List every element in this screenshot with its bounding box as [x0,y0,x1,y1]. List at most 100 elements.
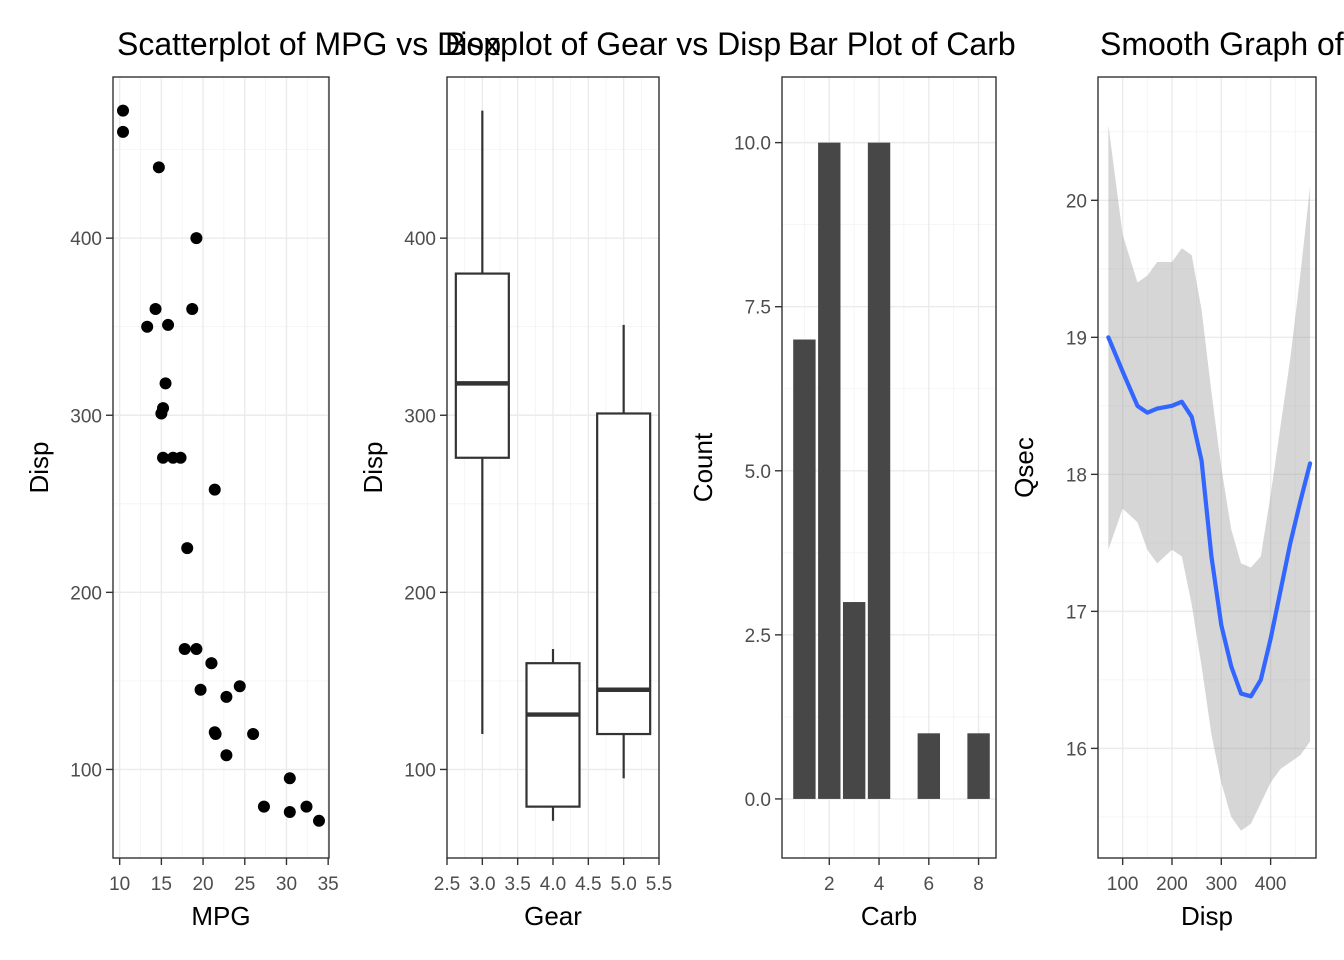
y-tick-label: 18 [1066,465,1087,486]
scatter-point [117,104,130,117]
x-axis-title: Disp [1181,901,1233,931]
x-tick-label: 8 [973,874,984,895]
panel-4: 100 200 300 400 16 17 18 19 20 Disp Qsec Smooth Gra… [1009,26,1344,931]
y-tick-label: 0.0 [745,790,771,811]
bar [967,733,990,799]
scatter-point [300,800,313,813]
y-axis-title: Disp [358,441,388,493]
marks [117,104,325,827]
y-tick-label: 100 [404,760,436,781]
box-iqr [525,662,581,808]
x-tick-label: 5.5 [646,874,672,895]
scatter-point [174,451,187,464]
x-tick-label: 10 [109,874,130,895]
scatter-point [190,232,203,245]
panel-1: 10 15 20 25 30 35 100 200 300 400 MPG Disp Scatterpl… [24,26,501,931]
x-tick-label: 4.5 [575,874,601,895]
scatter-point [205,657,218,670]
y-axis-title: Count [688,432,718,502]
scatter-point [208,726,221,739]
x-tick-label: 4 [874,874,885,895]
chart-title: Scatterplot of MPG vs Disp [117,26,501,62]
scatter-point [247,728,260,741]
x-tick-label: 6 [924,874,935,895]
smooth-line [1106,335,1313,699]
scatter-point [162,318,175,331]
scatter-point [257,800,270,813]
scatter-point [190,643,203,656]
y-tick-label: 19 [1066,328,1087,349]
boxplot-box [454,110,510,735]
scatter-point [152,161,165,174]
scatter-point [283,772,296,785]
boxplot-box [525,649,581,821]
scatter-point [181,542,194,555]
scatter-point [157,451,170,464]
y-tick-label: 300 [404,406,436,427]
y-tick-label: 100 [70,760,102,781]
panel-border [781,76,997,859]
x-tick-label: 2.5 [434,874,460,895]
y-tick-label: 400 [404,229,436,250]
box-iqr [596,412,652,736]
scatter-point [233,680,246,693]
x-tick-label: 20 [192,874,213,895]
scatter-point [178,643,191,656]
y-tick-label: 300 [70,406,102,427]
chart-title: Bar Plot of Carb [788,26,1016,62]
x-tick-label: 3.0 [469,874,495,895]
y-tick-label: 200 [70,583,102,604]
scatter-point [220,749,233,762]
bar [793,339,816,799]
scatter-point [283,805,296,818]
y-tick-label: 20 [1066,191,1087,212]
x-axis-title: Carb [861,901,917,931]
panel-2: 2.5 3.0 3.5 4.0 4.5 5.0 5.5 100 200 300 400 Gear Dis… [358,26,781,931]
panel-3: 2 4 6 8 0.0 2.5 5.0 7.5 10.0 Carb Count Bar Plot of… [688,26,1016,931]
chart-title: Boxplot of Gear vs Disp [445,26,781,62]
x-tick-label: 25 [234,874,255,895]
x-tick-label: 2 [824,874,835,895]
y-tick-label: 2.5 [745,626,771,647]
bar [867,142,891,799]
boxplot-box [596,324,652,779]
scatter-point [194,683,207,696]
box-iqr [454,272,510,459]
y-tick-label: 400 [70,229,102,250]
scatter-point [220,690,233,703]
x-tick-label: 400 [1255,874,1287,895]
x-tick-label: 15 [151,874,172,895]
scatter-point [155,407,168,420]
y-tick-label: 17 [1066,602,1087,623]
y-tick-label: 16 [1066,739,1087,760]
bar [818,142,841,799]
x-axis-title: Gear [524,901,582,931]
confidence-band [1108,124,1311,831]
marks [454,110,652,821]
x-tick-label: 300 [1205,874,1237,895]
scatter-point [312,814,325,827]
y-tick-label: 10.0 [734,134,771,155]
scatter-point [186,302,199,315]
panel-border [1097,76,1317,859]
marks [1106,124,1313,831]
y-axis-title: Qsec [1009,437,1039,498]
y-axis-title: Disp [24,441,54,493]
grid [1098,77,1316,858]
panel-border [112,76,330,859]
y-tick-label: 200 [404,583,436,604]
y-tick-label: 5.0 [745,462,771,483]
bar [917,733,941,799]
scatter-point [141,320,154,333]
bar [842,602,866,799]
chart-title: Smooth Graph of Qsec vs Disp [1100,26,1344,62]
x-tick-label: 30 [276,874,297,895]
scatter-point [117,125,130,138]
grid [113,77,329,858]
marks [793,142,990,799]
x-tick-label: 3.5 [504,874,530,895]
x-tick-label: 100 [1107,874,1139,895]
x-tick-label: 4.0 [540,874,566,895]
scatter-point [159,377,172,390]
